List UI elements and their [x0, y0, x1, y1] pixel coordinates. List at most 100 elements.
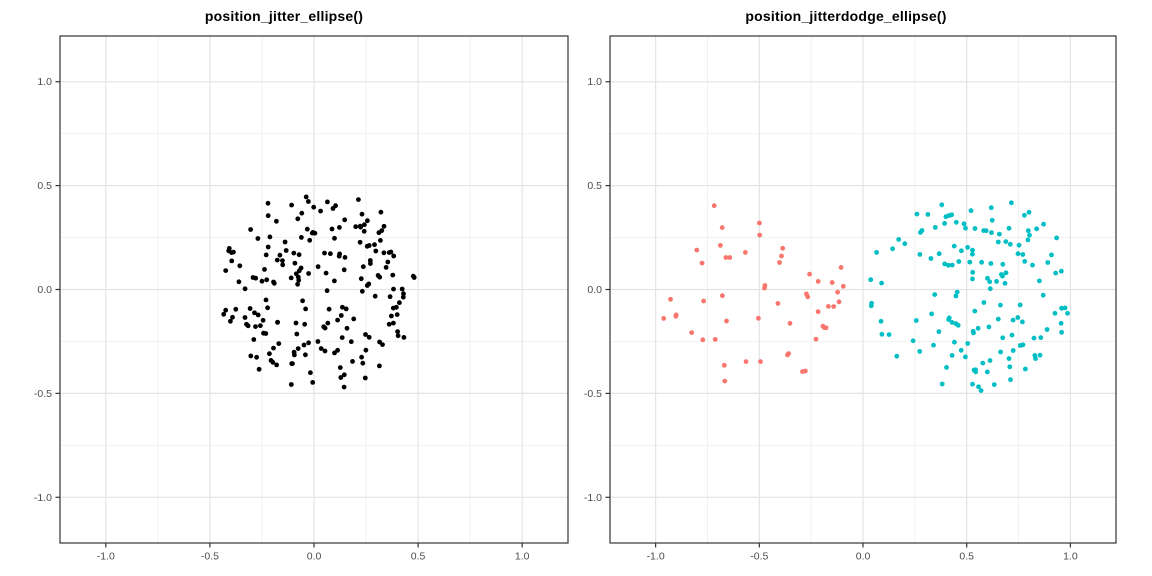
data-point: [381, 250, 387, 256]
data-point: [379, 228, 385, 234]
data-point: [1022, 259, 1028, 264]
data-point: [375, 273, 381, 278]
data-point: [237, 263, 243, 269]
data-point: [342, 217, 348, 223]
data-point: [815, 279, 821, 284]
data-point: [338, 375, 344, 380]
data-point: [276, 341, 282, 346]
data-point: [913, 318, 919, 323]
data-point: [1053, 270, 1059, 276]
data-point: [360, 360, 366, 366]
data-point: [372, 242, 377, 248]
data-point: [1025, 228, 1031, 234]
data-point: [879, 331, 885, 337]
data-point: [337, 225, 342, 230]
data-point: [373, 248, 379, 254]
data-point: [869, 300, 874, 306]
data-point: [951, 243, 957, 249]
data-point: [293, 271, 299, 277]
data-point: [815, 309, 821, 315]
x-axis-tick-label: 0.0: [307, 551, 322, 563]
data-point: [242, 286, 248, 292]
data-point: [303, 352, 308, 358]
data-point: [1059, 305, 1064, 311]
data-point: [932, 292, 938, 297]
data-point: [1016, 242, 1022, 248]
data-point: [757, 232, 763, 238]
data-point: [365, 218, 370, 224]
data-point: [359, 354, 364, 360]
data-point: [987, 358, 993, 363]
data-point: [322, 250, 327, 256]
data-point: [395, 329, 400, 334]
data-point: [949, 262, 955, 268]
data-point: [988, 205, 994, 211]
data-point: [293, 320, 299, 326]
data-point: [306, 271, 311, 276]
data-point: [255, 312, 261, 318]
data-point: [310, 380, 316, 385]
data-point: [956, 259, 962, 264]
data-point: [363, 347, 369, 353]
data-point: [290, 361, 295, 366]
data-point: [267, 234, 273, 240]
x-axis-tick-label: -0.5: [201, 551, 219, 563]
data-point: [288, 382, 294, 387]
data-point: [910, 338, 916, 344]
data-point: [301, 342, 307, 348]
data-point: [348, 339, 354, 345]
data-point: [1007, 364, 1013, 370]
y-axis-tick-label: -1.0: [34, 492, 52, 504]
data-point: [928, 256, 934, 261]
data-point: [1030, 262, 1035, 268]
data-point: [1032, 353, 1038, 358]
data-point: [998, 302, 1003, 308]
data-point: [1065, 310, 1070, 316]
data-point: [274, 218, 279, 224]
data-point: [395, 333, 401, 339]
data-point: [925, 212, 931, 217]
data-point: [965, 245, 970, 250]
data-point: [363, 332, 368, 337]
data-point: [275, 319, 280, 325]
data-point: [1027, 232, 1032, 238]
data-point: [836, 299, 842, 305]
data-point: [972, 226, 978, 231]
data-point: [1009, 200, 1014, 206]
data-point: [325, 320, 331, 326]
data-point: [343, 306, 349, 312]
data-point: [383, 265, 389, 270]
data-point: [302, 321, 308, 327]
data-point: [970, 381, 975, 387]
data-point: [981, 228, 987, 234]
data-point: [397, 300, 402, 306]
x-axis-tick-label: 0.5: [411, 551, 426, 563]
data-point: [777, 260, 782, 265]
data-point: [362, 222, 367, 228]
data-point: [223, 268, 229, 273]
data-point: [931, 342, 936, 348]
data-point: [359, 211, 365, 217]
data-point: [1026, 209, 1032, 215]
data-point: [248, 353, 254, 359]
data-point: [268, 358, 274, 363]
data-point: [756, 315, 761, 321]
data-point: [953, 321, 959, 327]
data-point: [341, 384, 347, 390]
data-point: [807, 271, 812, 277]
data-point: [762, 285, 767, 291]
data-point: [936, 329, 942, 335]
data-point: [359, 288, 365, 294]
data-point: [336, 253, 342, 259]
data-point: [981, 300, 987, 305]
y-axis-tick-label: 1.0: [587, 76, 602, 88]
data-point: [936, 251, 942, 257]
data-point: [332, 278, 337, 284]
data-point: [306, 199, 311, 204]
data-point: [372, 293, 378, 299]
data-point: [721, 362, 727, 368]
data-point: [265, 213, 271, 219]
data-point: [296, 277, 302, 283]
data-point: [303, 194, 309, 200]
right-plot-title: position_jitterdodge_ellipse(): [745, 8, 947, 24]
